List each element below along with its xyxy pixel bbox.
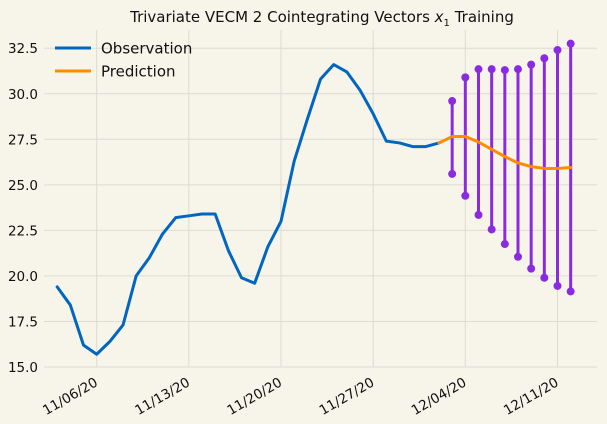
- x-tick-label: 12/11/20: [501, 375, 562, 419]
- chart-title-main: Trivariate VECM 2 Cointegrating Vectors: [129, 8, 435, 26]
- interval-low-point: [514, 252, 522, 261]
- legend: Observation Prediction: [55, 40, 192, 81]
- y-tick-label: 17.5: [8, 314, 38, 330]
- interval-high-point: [553, 46, 562, 55]
- chart-title-subscript: 1: [444, 18, 450, 29]
- y-tick-label: 32.5: [8, 41, 38, 57]
- y-tick-label: 30.0: [8, 87, 38, 103]
- interval-high-point: [527, 60, 536, 69]
- x-tick-label: 11/13/20: [132, 375, 193, 419]
- legend-label-prediction: Prediction: [101, 63, 176, 81]
- chart-title: Trivariate VECM 2 Cointegrating Vectors …: [129, 8, 514, 29]
- x-tick-label: 11/27/20: [317, 375, 378, 419]
- chart-title-symbol: x: [434, 8, 444, 26]
- interval-high-point: [474, 65, 483, 74]
- y-tick-label: 20.0: [8, 269, 38, 285]
- series-lines: [55, 63, 573, 356]
- interval-low-point: [448, 169, 457, 178]
- interval-low-point: [540, 273, 549, 282]
- interval-low-point: [461, 191, 470, 200]
- x-tick-label: 12/04/20: [409, 375, 470, 419]
- chart-title-end: Training: [450, 8, 514, 26]
- interval-low-point: [553, 281, 562, 290]
- interval-high-point: [540, 54, 549, 63]
- interval-low-point: [500, 240, 509, 249]
- interval-high-point: [566, 39, 575, 48]
- interval-high-point: [448, 97, 457, 106]
- interval-high-point: [514, 65, 522, 74]
- x-tick-label: 11/06/20: [40, 375, 101, 419]
- y-tick-label: 22.5: [8, 223, 38, 239]
- interval-high-point: [461, 73, 470, 82]
- y-tick-label: 15.0: [8, 360, 38, 376]
- x-tick-label: 11/20/20: [224, 375, 285, 419]
- legend-label-observation: Observation: [101, 40, 192, 58]
- y-tick-label: 27.5: [8, 132, 38, 148]
- observation-line: [55, 63, 441, 356]
- interval-high-point: [500, 66, 509, 75]
- interval-low-point: [474, 210, 483, 219]
- interval-low-point: [487, 225, 496, 234]
- interval-low-point: [566, 287, 575, 296]
- y-tick-label: 25.0: [8, 178, 38, 194]
- interval-high-point: [487, 65, 496, 74]
- interval-low-point: [527, 264, 536, 273]
- prediction-line: [437, 135, 573, 170]
